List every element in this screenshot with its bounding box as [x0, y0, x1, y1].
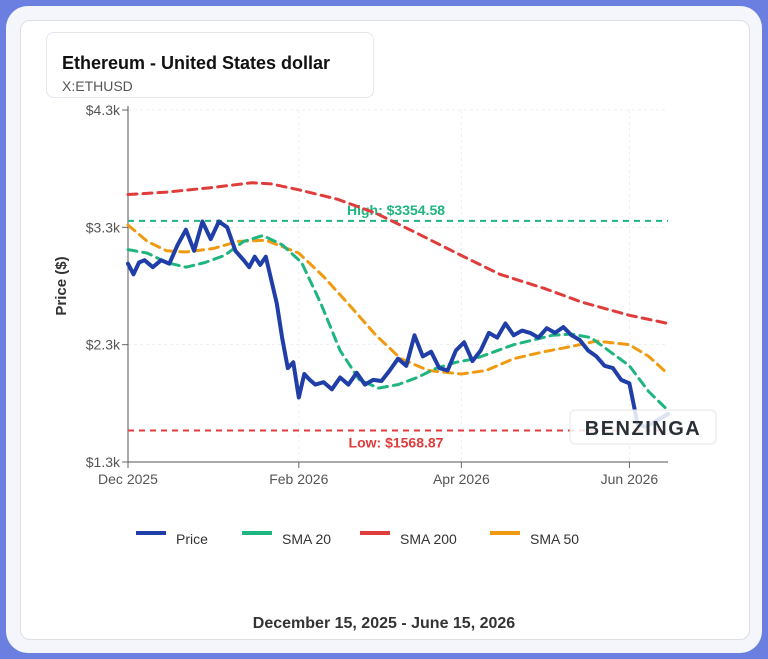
series-line-price [126, 219, 670, 429]
low-label: Low: $1568.87 [349, 434, 444, 450]
ticker-symbol: X:ETHUSD [62, 78, 133, 94]
high-label: High: $3354.58 [347, 202, 445, 218]
chart-title: Ethereum - United States dollar [62, 53, 331, 73]
y-tick-label: $3.3k [86, 219, 121, 235]
title-box [46, 32, 374, 98]
y-axis-title: Price ($) [53, 256, 70, 315]
x-tick-label: Apr 2026 [433, 471, 490, 487]
watermark-box [569, 409, 717, 445]
legend-label-sma-20: SMA 20 [282, 531, 331, 547]
y-tick-label: $4.3k [86, 102, 121, 118]
series-line-sma-200 [126, 181, 670, 325]
benzinga-logo: BENZINGA [585, 418, 701, 440]
x-tick-label: Feb 2026 [269, 471, 328, 487]
legend-label-price: Price [176, 531, 208, 547]
x-tick-label: Jun 2026 [601, 471, 659, 487]
y-tick-label: $2.3k [86, 337, 121, 353]
series-line-sma-20 [126, 234, 670, 412]
x-tick-label: Dec 2025 [98, 471, 158, 487]
date-range: December 15, 2025 - June 15, 2026 [252, 615, 516, 632]
y-tick-label: $1.3k [86, 454, 121, 470]
legend-label-sma-50: SMA 50 [530, 531, 579, 547]
legend-label-sma-200: SMA 200 [400, 531, 457, 547]
chart-card [20, 20, 750, 640]
